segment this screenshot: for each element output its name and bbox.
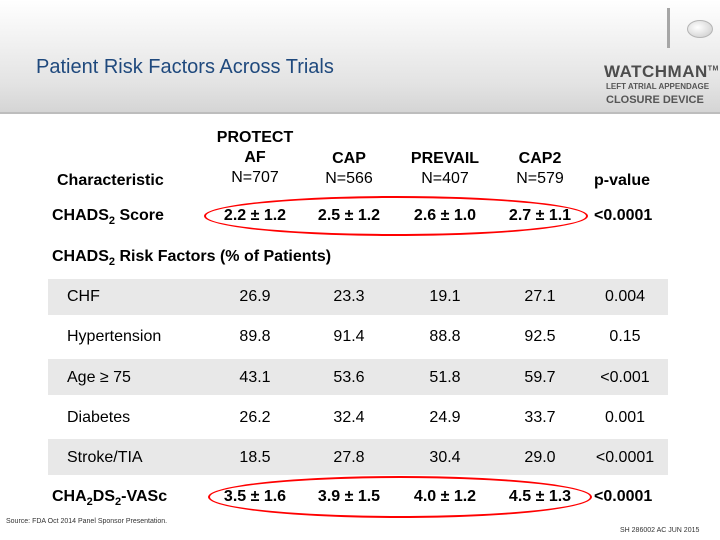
diabetes-cap: 32.4 (333, 409, 365, 426)
age-cap: 53.6 (333, 369, 365, 386)
cha2ds2-pvalue: <0.0001 (594, 488, 653, 505)
section-heading-chads2-risk-factors: CHADS2 Risk Factors (% of Patients) (52, 248, 332, 269)
logo-tagline-2: CLOSURE DEVICE (606, 94, 704, 106)
hypertension-protect-af: 89.8 (239, 328, 271, 345)
diabetes-prevail: 24.9 (429, 409, 461, 426)
age-prevail: 51.8 (429, 369, 461, 386)
header-divider (0, 112, 720, 114)
hypertension-pvalue: 0.15 (609, 328, 641, 345)
row-label-chf: CHF (67, 288, 100, 305)
stroke-pvalue: <0.0001 (595, 449, 655, 466)
age-cap2: 59.7 (524, 369, 556, 386)
logo-wordmark: WATCHMANTM (604, 62, 719, 81)
row-label-stroke-tia: Stroke/TIA (67, 449, 143, 466)
chf-prevail: 19.1 (429, 288, 461, 305)
diabetes-pvalue: 0.001 (604, 409, 646, 426)
header-band (0, 0, 720, 112)
row-label-age-75: Age ≥ 75 (67, 369, 131, 386)
stroke-cap2: 29.0 (524, 449, 556, 466)
footer-code: SH 286002 AC JUN 2015 (620, 527, 700, 534)
cha2ds2-highlight-ellipse (208, 476, 592, 518)
age-protect-af: 43.1 (239, 369, 271, 386)
source-note: Source: FDA Oct 2014 Panel Sponsor Prese… (6, 518, 168, 525)
row-label-hypertension: Hypertension (67, 328, 162, 345)
header-protect-af: PROTECT AF N=707 (207, 128, 303, 188)
header-cap-n: N=566 (325, 170, 373, 187)
header-prevail-line1: PREVAIL (410, 150, 480, 167)
logo-divider (667, 8, 670, 48)
chf-protect-af: 26.9 (239, 288, 271, 305)
row-band-chf (48, 279, 668, 315)
header-pvalue: p-value (594, 172, 651, 189)
chf-cap2: 27.1 (524, 288, 556, 305)
stroke-protect-af: 18.5 (239, 449, 271, 466)
header-cap2: CAP2 N=579 (492, 149, 588, 189)
diabetes-protect-af: 26.2 (239, 409, 271, 426)
row-label-chads2-score: CHADS2 Score (52, 207, 164, 228)
header-prevail: PREVAIL N=407 (393, 149, 497, 189)
stroke-cap: 27.8 (333, 449, 365, 466)
header-cap-line1: CAP (332, 150, 366, 167)
header-cap2-n: N=579 (516, 170, 564, 187)
row-band-stroke (48, 439, 668, 475)
chads2-pvalue: <0.0001 (594, 207, 653, 224)
age-pvalue: <0.001 (600, 369, 650, 386)
row-label-diabetes: Diabetes (67, 409, 131, 426)
stroke-prevail: 30.4 (429, 449, 461, 466)
header-cap2-line1: CAP2 (518, 150, 562, 167)
row-label-cha2ds2-vasc: CHA2DS2-VASc (52, 488, 168, 509)
header-protect-n: N=707 (231, 169, 279, 186)
chads2-highlight-ellipse (204, 196, 588, 236)
header-prevail-n: N=407 (421, 170, 469, 187)
header-characteristic: Characteristic (57, 172, 164, 189)
header-cap: CAP N=566 (301, 149, 397, 189)
header-protect-line2: AF (244, 149, 266, 166)
slide-title: Patient Risk Factors Across Trials (36, 56, 334, 78)
hypertension-prevail: 88.8 (429, 328, 461, 345)
diabetes-cap2: 33.7 (524, 409, 556, 426)
chf-pvalue: 0.004 (604, 288, 646, 305)
hypertension-cap2: 92.5 (524, 328, 556, 345)
logo-tagline-1: LEFT ATRIAL APPENDAGE (606, 82, 710, 91)
header-protect-line1: PROTECT (216, 129, 294, 146)
hypertension-cap: 91.4 (333, 328, 365, 345)
company-badge-icon (687, 20, 713, 38)
chf-cap: 23.3 (333, 288, 365, 305)
row-band-age (48, 359, 668, 395)
